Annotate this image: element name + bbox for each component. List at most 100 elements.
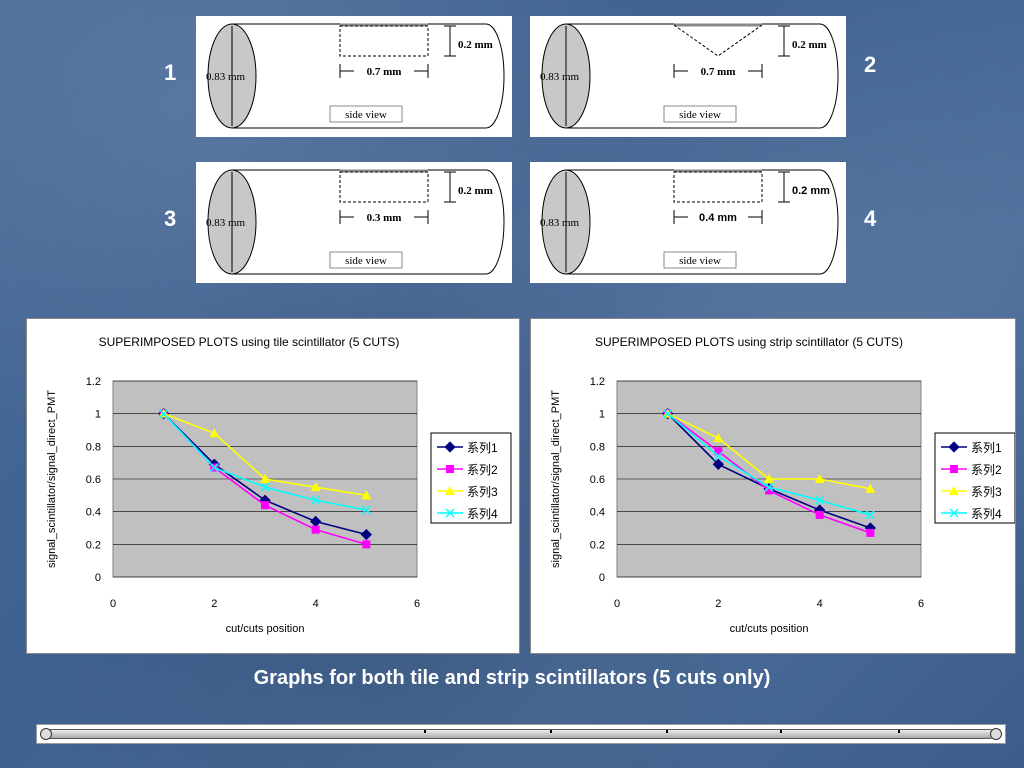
scroll-right-cap[interactable] <box>990 728 1002 740</box>
data-point <box>310 482 321 492</box>
side-view-box <box>329 251 403 269</box>
diagram-4-number: 4 <box>864 206 877 231</box>
legend-label: 系列1 <box>971 441 1002 455</box>
depth-label: 0.2 mm <box>458 185 493 197</box>
data-point <box>713 433 724 443</box>
x-tick-label: 4 <box>313 598 319 610</box>
cylinder-body <box>232 23 505 129</box>
data-point <box>159 409 169 419</box>
y-tick-label: 0.8 <box>590 441 605 453</box>
legend-marker <box>445 486 455 495</box>
legend-label: 系列1 <box>467 441 498 455</box>
cylinder-body <box>566 23 839 129</box>
y-tick-label: 1 <box>95 409 101 421</box>
y-tick-label: 0 <box>95 572 101 584</box>
data-point <box>764 474 774 483</box>
legend-label: 系列2 <box>467 463 498 477</box>
scroll-tick <box>666 730 668 733</box>
scroll-tick <box>780 730 782 733</box>
width-label: 0.7 mm <box>367 66 402 78</box>
x-tick-label: 4 <box>817 598 823 610</box>
side-view-box <box>329 105 403 123</box>
data-point <box>765 486 773 495</box>
y-axis-label: signal_scintillator/signal_direct_PMT <box>46 390 58 568</box>
y-tick-label: 1.2 <box>590 376 605 388</box>
y-tick-label: 0 <box>599 572 605 584</box>
data-point <box>865 510 875 520</box>
cylinder-body <box>232 169 505 275</box>
scroll-tick <box>550 730 552 733</box>
x-axis-label: cut/cuts position <box>226 623 305 635</box>
y-tick-label: 0.6 <box>590 474 605 486</box>
diagram-3-svg: 0.83 mm 0.2 mm 0.3 mm side view <box>206 169 505 275</box>
y-tick-label: 0.4 <box>86 507 101 519</box>
data-point <box>311 525 320 534</box>
legend-label: 系列3 <box>467 485 498 499</box>
side-view-label: side view <box>345 109 387 121</box>
data-point <box>764 482 774 492</box>
cut-rect-shape <box>673 171 763 203</box>
diameter-label: 0.83 mm <box>206 71 246 83</box>
x-tick-label: 6 <box>918 598 924 610</box>
diameter-label: 0.83 mm <box>540 71 580 83</box>
side-view-label: side view <box>679 109 721 121</box>
y-tick-label: 1.2 <box>86 376 101 388</box>
diagram-1: 0.83 mm 0.2 mm 0.7 mm side view <box>196 16 512 137</box>
data-point <box>814 474 825 483</box>
depth-label: 0.2 mm <box>792 185 830 197</box>
data-point <box>713 451 723 461</box>
data-point <box>712 458 724 470</box>
legend-label: 系列2 <box>971 463 1002 477</box>
legend-marker <box>445 508 455 518</box>
x-tick-label: 2 <box>211 598 217 610</box>
diagram-3: 0.83 mm 0.2 mm 0.3 mm side view <box>196 162 512 283</box>
scroll-tick <box>424 730 426 733</box>
y-axis-label: signal_scintillator/signal_direct_PMT <box>550 390 562 568</box>
legend-label: 系列3 <box>971 485 1002 499</box>
depth-label: 0.2 mm <box>792 39 827 51</box>
scroll-left-cap[interactable] <box>40 728 52 740</box>
diagram-1-svg: 0.83 mm 0.2 mm 0.7 mm side view <box>206 23 505 129</box>
depth-label: 0.2 mm <box>458 39 493 51</box>
width-label: 0.4 mm <box>699 212 737 224</box>
scrollbar-track[interactable] <box>45 729 995 739</box>
y-tick-label: 0.6 <box>86 474 101 486</box>
side-view-label: side view <box>679 255 721 267</box>
data-point <box>311 495 321 505</box>
data-point <box>361 490 372 500</box>
cylinder-body <box>566 169 839 275</box>
legend-marker <box>949 486 959 495</box>
diagram-2-number: 2 <box>864 52 877 77</box>
chart-tile-svg: SUPERIMPOSED PLOTS using tile scintillat… <box>46 335 512 635</box>
data-point <box>209 428 220 438</box>
data-point <box>362 540 371 549</box>
cut-rect-shape <box>339 25 429 57</box>
scroll-tick <box>898 730 900 733</box>
y-tick-label: 0.2 <box>590 539 605 551</box>
x-tick-label: 6 <box>414 598 420 610</box>
side-view-box <box>663 105 737 123</box>
legend-label: 系列4 <box>971 507 1002 521</box>
chart-strip-svg: SUPERIMPOSED PLOTS using strip scintilla… <box>550 335 1015 635</box>
data-point <box>815 510 824 519</box>
legend-box <box>430 432 512 524</box>
data-point <box>663 409 673 419</box>
diameter-label: 0.83 mm <box>206 217 246 229</box>
x-tick-label: 0 <box>110 598 116 610</box>
chart-title: SUPERIMPOSED PLOTS using strip scintilla… <box>595 335 903 349</box>
legend-marker <box>949 508 959 518</box>
width-label: 0.3 mm <box>367 212 402 224</box>
diameter-label: 0.83 mm <box>540 217 580 229</box>
caption: Graphs for both tile and strip scintilla… <box>253 667 771 689</box>
data-point <box>866 528 875 537</box>
horizontal-scrollbar[interactable] <box>36 724 1006 744</box>
diagram-3-number: 3 <box>164 206 177 231</box>
y-tick-label: 0.4 <box>590 507 605 519</box>
legend-box <box>934 432 1015 524</box>
cut-rect-shape <box>339 171 429 203</box>
data-point <box>714 447 723 456</box>
width-label: 0.7 mm <box>701 66 736 78</box>
diagram-4: 0.83 mm 0.2 mm 0.4 mm side view <box>530 162 846 283</box>
data-point <box>260 474 270 483</box>
legend-marker <box>446 465 454 473</box>
